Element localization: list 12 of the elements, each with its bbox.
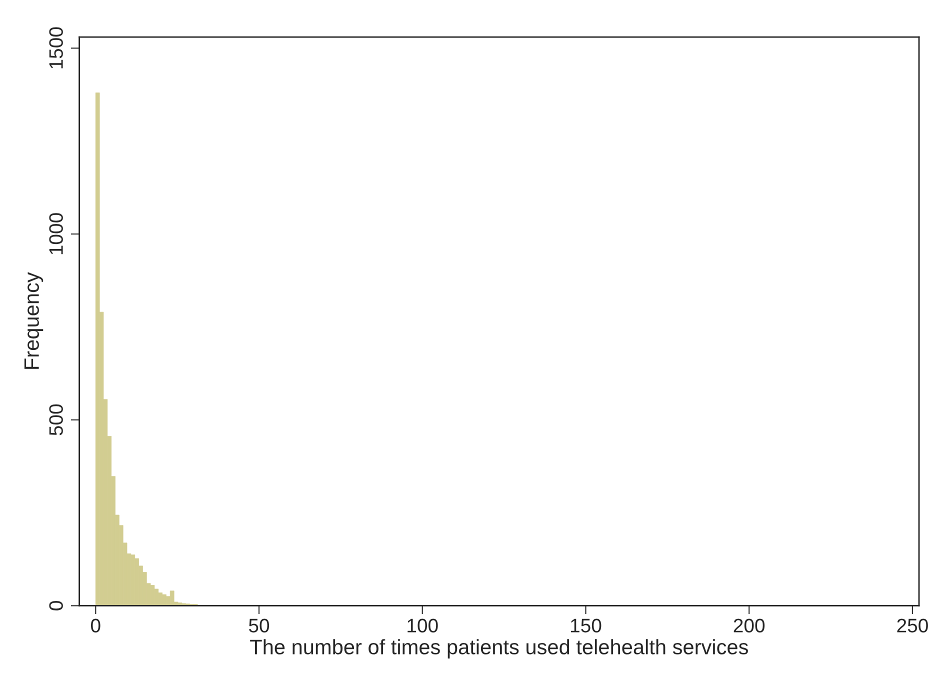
y-tick-label: 500	[49, 404, 63, 436]
y-tick-label: 1500	[49, 27, 63, 68]
x-axis-title: The number of times patients used telehealth services	[250, 639, 748, 659]
y-axis-title: Frequency	[24, 272, 44, 369]
x-tick-label: 200	[734, 618, 765, 632]
y-tick-label: 0	[49, 601, 63, 610]
x-tick-label: 250	[897, 618, 928, 632]
y-tick-label: 1000	[49, 213, 63, 254]
x-tick-label: 50	[248, 618, 270, 632]
x-tick-label: 0	[90, 618, 100, 632]
x-tick-label: 100	[408, 618, 438, 632]
x-tick-label: 150	[571, 618, 602, 632]
